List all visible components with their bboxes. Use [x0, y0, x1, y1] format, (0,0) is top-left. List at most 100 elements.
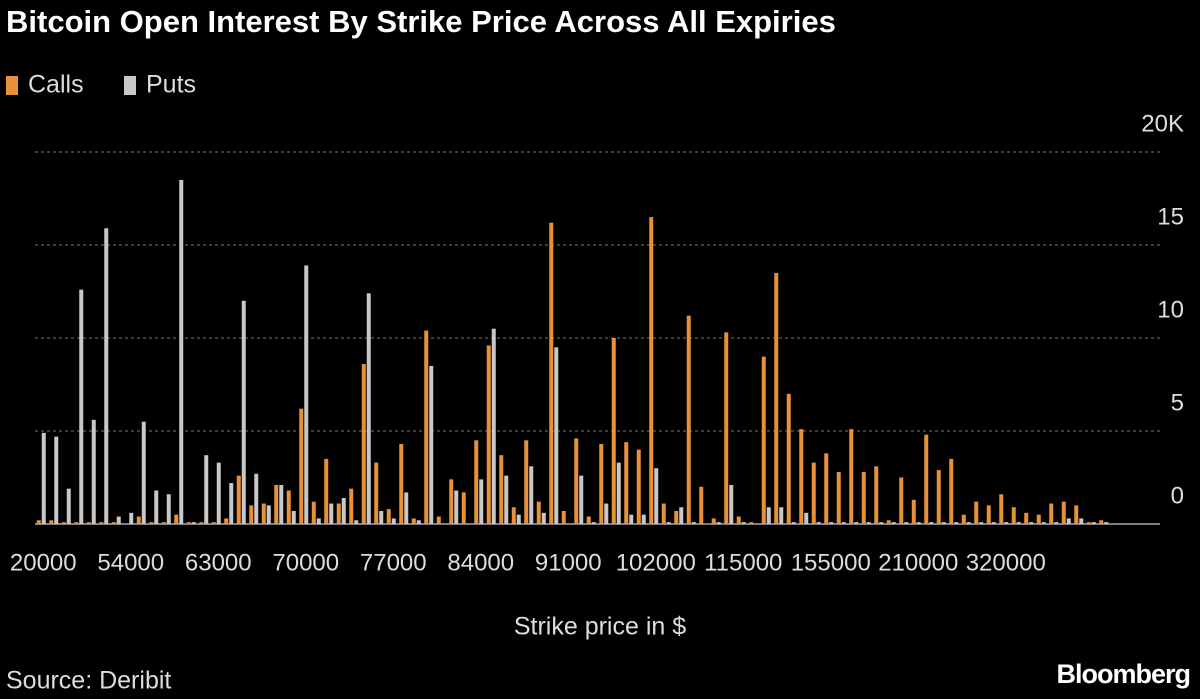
legend-swatch: [6, 76, 18, 95]
bar: [636, 449, 641, 524]
bar: [591, 522, 596, 524]
bar: [399, 444, 404, 524]
x-tick-label: 54000: [97, 549, 164, 576]
bar: [316, 518, 321, 524]
y-tick-label: 0: [1171, 482, 1184, 509]
bar: [491, 328, 496, 524]
bar: [1016, 522, 1021, 524]
bar: [199, 522, 204, 524]
bar: [1061, 501, 1066, 524]
bar: [49, 520, 54, 524]
bar: [924, 434, 929, 524]
bar: [191, 522, 196, 524]
bar: [79, 289, 84, 524]
bar: [749, 522, 754, 524]
x-tick-label: 155000: [791, 549, 871, 576]
bar: [666, 522, 671, 524]
legend-label: Calls: [28, 71, 84, 99]
bar: [936, 470, 941, 524]
bar: [916, 522, 921, 524]
bar: [1104, 522, 1109, 524]
bar: [91, 419, 96, 524]
bar: [254, 473, 259, 524]
bar: [549, 222, 554, 524]
bar: [404, 492, 409, 524]
bar: [879, 522, 884, 524]
bar: [361, 364, 366, 524]
bar: [449, 479, 454, 524]
bar: [954, 522, 959, 524]
x-tick-label: 77000: [360, 549, 427, 576]
bar: [179, 179, 184, 524]
bar: [141, 421, 146, 524]
bar: [816, 522, 821, 524]
bar: [716, 522, 721, 524]
bar: [104, 228, 109, 524]
bar: [311, 501, 316, 524]
bar: [586, 516, 591, 524]
bar: [854, 522, 859, 524]
bar: [624, 442, 629, 524]
bar: [949, 458, 954, 524]
bar: [616, 462, 621, 524]
bar: [186, 522, 191, 524]
bar: [1074, 505, 1079, 524]
bar: [904, 522, 909, 524]
bar: [941, 522, 946, 524]
bar: [974, 501, 979, 524]
bar: [999, 494, 1004, 524]
bar: [1024, 512, 1029, 524]
bar: [1049, 503, 1054, 524]
bar: [129, 512, 134, 524]
bar: [204, 455, 209, 524]
x-tick-label: 91000: [535, 549, 602, 576]
bar: [224, 518, 229, 524]
bar: [886, 520, 891, 524]
bar: [811, 462, 816, 524]
bar: [979, 522, 984, 524]
bar: [579, 475, 584, 524]
bar: [541, 512, 546, 524]
bar: [279, 484, 284, 524]
bar: [416, 520, 421, 524]
bar: [354, 520, 359, 524]
x-tick-label: 20000: [10, 549, 77, 576]
bar: [74, 522, 79, 524]
bar: [1086, 522, 1091, 524]
bar: [966, 522, 971, 524]
bar: [511, 507, 516, 524]
bar: [574, 438, 579, 524]
y-tick-label: 20K: [1141, 110, 1184, 137]
source: Source: Deribit: [6, 667, 171, 695]
bar: [786, 393, 791, 524]
bar: [149, 522, 154, 524]
bar: [479, 479, 484, 524]
x-tick-label: 320000: [966, 549, 1046, 576]
bar: [136, 516, 141, 524]
bar: [504, 475, 509, 524]
bar: [366, 293, 371, 524]
bar: [961, 514, 966, 524]
bar: [799, 429, 804, 524]
bar: [1041, 522, 1046, 524]
bar: [291, 510, 296, 524]
bar: [36, 520, 41, 524]
x-tick-label: 115000: [704, 549, 782, 576]
bar: [641, 514, 646, 524]
bar: [116, 516, 121, 524]
x-tick-label: 70000: [272, 549, 339, 576]
bar: [1029, 522, 1034, 524]
bar: [874, 466, 879, 524]
bar: [266, 505, 271, 524]
x-tick-label: 63000: [185, 549, 252, 576]
bar: [299, 408, 304, 524]
bar: [891, 522, 896, 524]
bar: [54, 436, 59, 524]
bar: [824, 453, 829, 524]
legend-label: Puts: [146, 71, 196, 99]
bar: [841, 522, 846, 524]
bar: [654, 468, 659, 524]
bar: [1066, 518, 1071, 524]
bar: [929, 522, 934, 524]
